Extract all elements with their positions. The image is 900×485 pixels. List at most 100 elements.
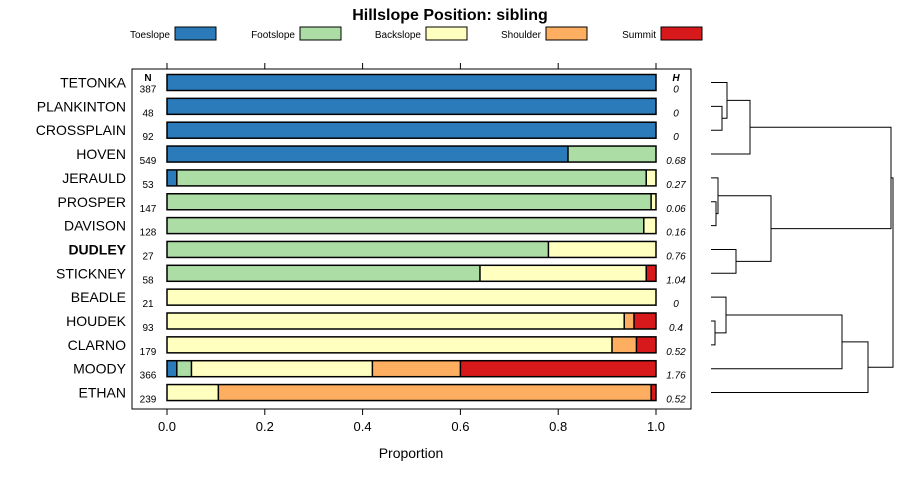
tick-label: 0.2 (256, 419, 274, 434)
x-tick: 0.8 (549, 63, 567, 434)
row-label: HOUDEK (66, 313, 127, 329)
bar-row-jerauld: JERAULD 53 0.27 (62, 169, 686, 191)
bar-row-moody: MOODY 366 1.76 (73, 359, 686, 382)
legend-item-footslope: Footslope (251, 26, 342, 41)
bar-segment-toeslope (167, 360, 177, 377)
legend-label: Summit (622, 30, 656, 41)
chart-title: Hillslope Position: sibling (352, 7, 548, 24)
row-label: JERAULD (62, 170, 126, 186)
bar-segment-backslope (548, 241, 656, 258)
dendrogram-link (711, 105, 723, 131)
dendrogram (711, 82, 894, 394)
row-n-value: 53 (142, 180, 154, 191)
row-label: TETONKA (60, 75, 127, 91)
bar-segment-footslope (167, 193, 652, 210)
legend-label: Backslope (375, 30, 422, 41)
row-n-value: 21 (142, 299, 154, 310)
bar-row-dudley: DUDLEY 27 0.76 (68, 240, 686, 262)
row-label: DAVISON (64, 218, 126, 234)
row-label: DUDLEY (68, 241, 126, 257)
legend-label: Toeslope (130, 30, 170, 41)
dendrogram-link (711, 320, 716, 346)
x-tick: 0.4 (354, 63, 372, 434)
bar-outline (166, 169, 657, 187)
bar-row-crossplain: CROSSPLAIN 92 0 (36, 121, 679, 143)
bar-segment-backslope (646, 169, 656, 186)
legend: Toeslope Footslope Backslope Shoulder Summit (130, 26, 703, 41)
bar-rows: TETONKA 387 0 PLANKINTON 48 0 CROSSPLAIN 92 0 HOV… (36, 73, 686, 406)
row-h-value: 0 (673, 299, 679, 310)
row-n-value: 93 (142, 323, 154, 334)
h-header: H (672, 73, 680, 84)
dendrogram-link (711, 177, 719, 215)
row-h-value: 0.16 (666, 228, 686, 239)
row-label: STICKNEY (56, 265, 127, 281)
row-n-value: 239 (140, 395, 157, 406)
bar-outline (166, 121, 657, 139)
bar-segment-footslope (167, 265, 480, 282)
dendrogram-link (711, 201, 717, 227)
bar-segment-footslope (567, 146, 656, 163)
bar-segment-backslope (651, 193, 656, 210)
bar-segment-shoulder (372, 360, 461, 377)
row-h-value: 1.76 (666, 371, 686, 382)
tick-label: 0.4 (354, 419, 372, 434)
bar-row-davison: DAVISON 128 0.16 (64, 216, 686, 239)
x-axis: 0.0 0.2 0.4 0.6 0.8 1.0 (158, 63, 665, 434)
bar-segment-toeslope (167, 169, 177, 186)
row-label: BEADLE (71, 289, 126, 305)
legend-item-summit: Summit (622, 26, 703, 41)
bar-outline (166, 312, 657, 330)
bar-segment-shoulder (611, 336, 637, 353)
dendrogram-link (711, 82, 728, 119)
row-n-value: 549 (140, 156, 157, 167)
bar-segment-summit (651, 384, 656, 401)
bar-segment-footslope (176, 169, 647, 186)
bar-segment-toeslope (167, 74, 656, 91)
row-h-value: 0 (673, 85, 679, 96)
legend-item-shoulder: Shoulder (501, 26, 588, 41)
bar-outline (166, 193, 657, 211)
row-n-value: 27 (142, 251, 154, 262)
bar-outline (166, 264, 657, 283)
row-h-value: 0.52 (666, 395, 686, 406)
dendrogram-link (711, 296, 727, 334)
legend-swatch (425, 26, 468, 41)
row-label: CLARNO (68, 337, 126, 353)
x-tick: 0.2 (256, 63, 274, 434)
row-h-value: 0.4 (669, 323, 683, 334)
bar-segment-backslope (191, 360, 373, 377)
x-tick: 0.0 (158, 63, 176, 434)
bar-outline (166, 97, 657, 116)
bar-row-prosper: PROSPER 147 0.06 (58, 193, 686, 215)
row-label: MOODY (73, 361, 127, 377)
row-h-value: 0 (673, 108, 679, 119)
bar-outline (166, 73, 657, 92)
bar-segment-toeslope (167, 98, 656, 115)
bar-segment-shoulder (218, 384, 652, 401)
row-h-value: 1.04 (666, 275, 686, 286)
bar-row-plankinton: PLANKINTON 48 0 (37, 97, 679, 119)
bar-segment-summit (460, 360, 656, 377)
bar-outline (166, 145, 657, 163)
bar-row-hoven: HOVEN 549 0.68 (76, 145, 686, 167)
legend-swatch (174, 26, 217, 41)
row-label: CROSSPLAIN (36, 122, 126, 138)
row-h-value: 0.06 (666, 204, 686, 215)
bar-segment-backslope (167, 384, 219, 401)
bar-outline (166, 288, 657, 306)
dendrogram-link (718, 195, 772, 262)
bar-row-ethan: ETHAN 239 0.52 (79, 383, 686, 406)
legend-swatch (299, 26, 342, 41)
bar-row-stickney: STICKNEY 58 1.04 (56, 264, 686, 286)
row-n-value: 387 (140, 85, 157, 96)
dendrogram-link (711, 341, 869, 394)
bar-segment-footslope (167, 241, 549, 258)
row-n-value: 48 (142, 108, 154, 119)
tick-label: 0.6 (451, 419, 469, 434)
tick-label: 0.0 (158, 419, 176, 434)
legend-swatch (660, 26, 703, 41)
bar-segment-toeslope (167, 122, 656, 139)
bar-outline (166, 240, 657, 259)
